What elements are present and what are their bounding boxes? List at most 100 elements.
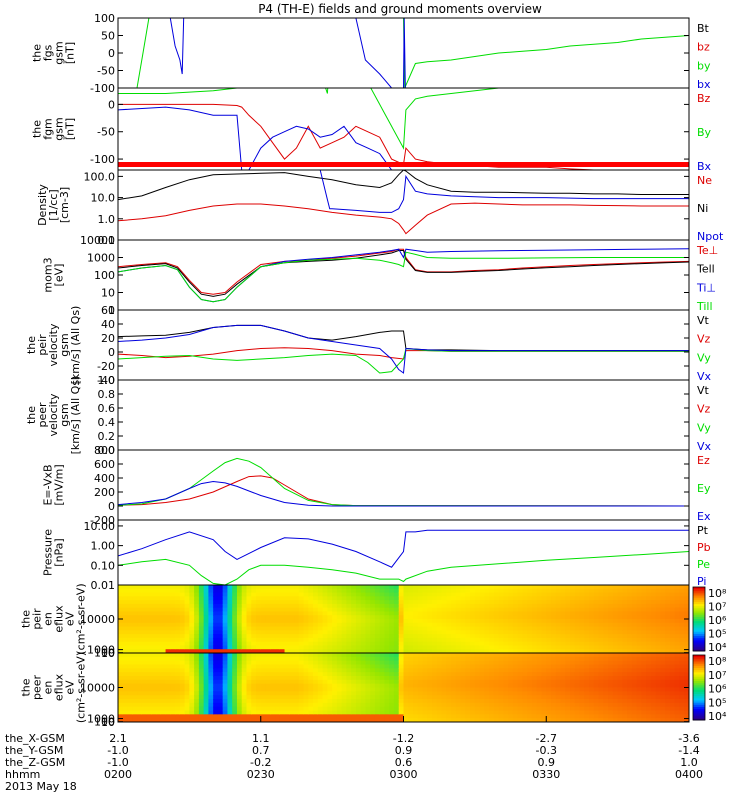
spectrogram-cell [303,641,309,647]
spectrogram-cell [179,641,186,647]
spectrogram-cell [265,672,271,677]
spectrogram-cell [141,596,148,601]
spectrogram-cell [603,710,609,715]
spectrogram-cell [641,691,647,696]
spectrogram-cell [175,619,181,624]
spectrogram-cell [427,637,433,643]
spectrogram-cell [265,637,271,643]
spectrogram-cell [275,607,281,613]
spectrogram-cell [622,718,628,722]
spectrogram-cell [384,718,390,722]
spectrogram-cell [260,691,267,696]
spectrogram-cell [536,714,543,719]
spectrogram-cell [636,603,643,609]
spectrogram-cell [484,664,490,669]
spectrogram-cell [522,611,528,616]
spectrogram-cell [217,695,224,700]
spectrogram-cell [531,596,538,601]
spectrogram-cell [170,714,176,719]
spectrogram-cell [551,718,557,722]
spectrogram-cell [132,588,138,594]
spectrogram-cell [265,619,271,624]
spectrogram-cell [489,672,495,677]
spectrogram-cell [517,702,524,708]
spectrogram-cell [484,649,490,653]
spectrogram-cell [493,679,500,685]
spectrogram-cell [427,668,433,673]
spectrogram-cell [213,668,219,673]
spectrogram-cell [636,691,643,696]
spectrogram-cell [593,607,600,613]
spectrogram-cell [531,718,538,722]
spectrogram-cell [179,649,186,653]
spectrogram-cell [265,626,271,631]
spectrogram-cell [484,710,490,715]
y-axis-label-line: mom3 [42,257,55,292]
spectrogram-cell [579,695,585,700]
spectrogram-cell [517,607,524,613]
spectrogram-cell [489,710,495,715]
spectrogram-cell [398,588,405,594]
spectrogram-cell [322,691,328,696]
colorbar-swatch [693,638,705,641]
spectrogram-cell [322,592,328,597]
spectrogram-cell [622,656,628,662]
spectrogram-cell [551,630,557,635]
spectrogram-cell [541,691,547,696]
spectrogram-cell [194,592,200,597]
spectrogram-cell [393,596,400,601]
spectrogram-cell [213,611,219,616]
spectrogram-cell [522,615,528,620]
spectrogram-cell [489,611,495,616]
spectrogram-cell [303,683,309,689]
spectrogram-cell [241,676,248,681]
spectrogram-cell [146,691,152,696]
spectrogram-cell [313,596,319,601]
spectrogram-cell [127,702,133,708]
spectrogram-cell [527,660,533,666]
spectrogram-cell [194,699,200,704]
spectrogram-cell [217,714,224,719]
spectrogram-cell [669,600,676,605]
spectrogram-cell [393,619,400,624]
spectrogram-cell [665,596,671,601]
y-tick-label: 0 [108,98,115,111]
spectrogram-cell [455,592,462,597]
spectrogram-cell [232,585,238,590]
spectrogram-cell [660,649,666,653]
spectrogram-cell [684,691,689,696]
spectrogram-cell [541,656,547,662]
spectrogram-cell [327,702,333,708]
spectrogram-cell [574,630,581,635]
spectrogram-cell [417,622,424,628]
spectrogram-cell [327,676,333,681]
spectrogram-cell [493,622,500,628]
colorbar-swatch [693,616,705,620]
spectrogram-cell [322,668,328,673]
spectrogram-cell [336,656,343,662]
spectrogram-cell [175,672,181,677]
spectrogram-cell [313,702,319,708]
spectrogram-cell [465,596,471,601]
spectrogram-cell [170,664,176,669]
spectrogram-cell [346,600,352,605]
spectrogram-cell [650,634,657,639]
spectrogram-cell [298,626,305,631]
spectrogram-cell [189,660,195,666]
spectrogram-cell [579,611,585,616]
spectrogram-cell [474,619,481,624]
spectrogram-cell [617,668,623,673]
spectrogram-cell [389,714,395,719]
spectrogram-cell [175,649,181,653]
spectrogram-cell [555,718,562,722]
spectrogram-cell [441,596,447,601]
spectrogram-cell [208,622,214,628]
spectrogram-cell [203,622,210,628]
spectrogram-cell [236,649,243,653]
spectrogram-cell [603,630,609,635]
spectrogram-cell [551,641,557,647]
spectrogram-cell [355,585,362,590]
